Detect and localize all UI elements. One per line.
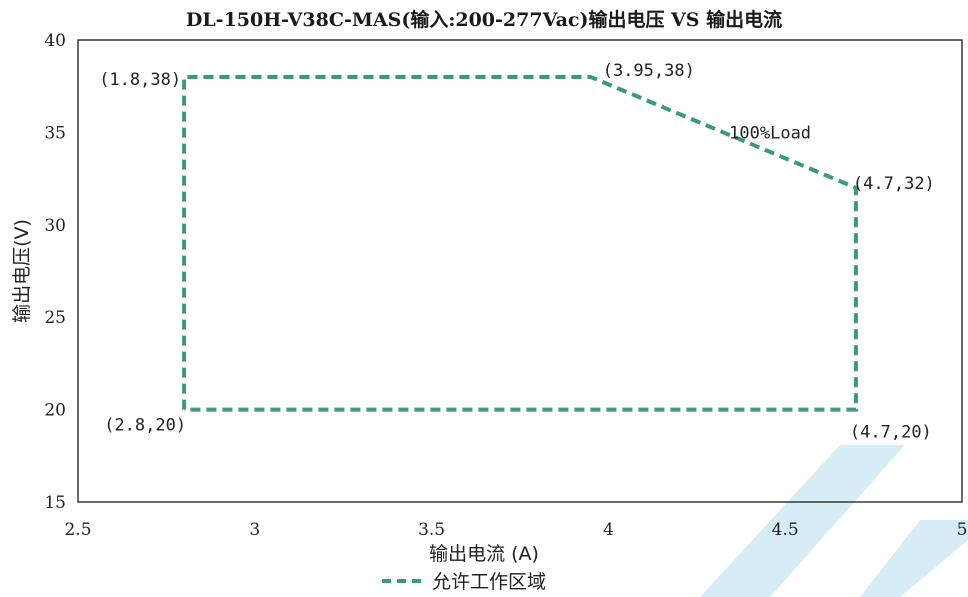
watermark-stripe-large (700, 445, 905, 597)
chart-title: DL-150H-V38C-MAS(输入:200-277Vac)输出电压 VS 输… (186, 8, 782, 31)
legend-label: 允许工作区域 (432, 571, 546, 593)
annotation-label: (4.7,32) (853, 174, 935, 194)
y-tick-labels: 15 20 25 30 35 40 (44, 31, 66, 513)
annotation-label: (1.8,38) (99, 70, 181, 90)
x-tick-label: 4 (603, 520, 614, 540)
y-tick-label: 15 (44, 493, 66, 513)
x-tick-label: 2.5 (64, 520, 91, 540)
x-axis-label: 输出电流 (A) (429, 543, 539, 565)
plot-area-frame (77, 39, 963, 503)
series-layer (182, 74, 858, 412)
y-tick-label: 25 (44, 308, 66, 328)
y-axis-label: 输出电压(V) (11, 219, 33, 323)
y-tick-label: 40 (44, 31, 66, 51)
x-tick-label: 4.5 (772, 520, 799, 540)
annotation-label: (2.8,20) (104, 416, 186, 436)
y-tick-label: 35 (44, 123, 66, 143)
x-tick-label: 3.5 (418, 520, 445, 540)
annotation-label: (3.95,38) (603, 61, 695, 81)
y-tick-label: 30 (44, 216, 66, 236)
legend: 允许工作区域 (382, 571, 546, 593)
annotation-label: 100%Load (729, 123, 811, 143)
annotation-label: (4.7,20) (850, 423, 932, 443)
x-tick-labels: 2.5 3 3.5 4 4.5 5 (64, 520, 967, 540)
x-tick-label: 5 (957, 520, 968, 540)
y-tick-label: 20 (44, 401, 66, 421)
x-tick-label: 3 (249, 520, 260, 540)
watermark-stripe-small (860, 520, 968, 597)
series-line-operating-area (182, 74, 858, 412)
annotation-layer: (1.8,38) (3.95,38) 100%Load (4.7,32) (2.8,20… (99, 61, 935, 443)
